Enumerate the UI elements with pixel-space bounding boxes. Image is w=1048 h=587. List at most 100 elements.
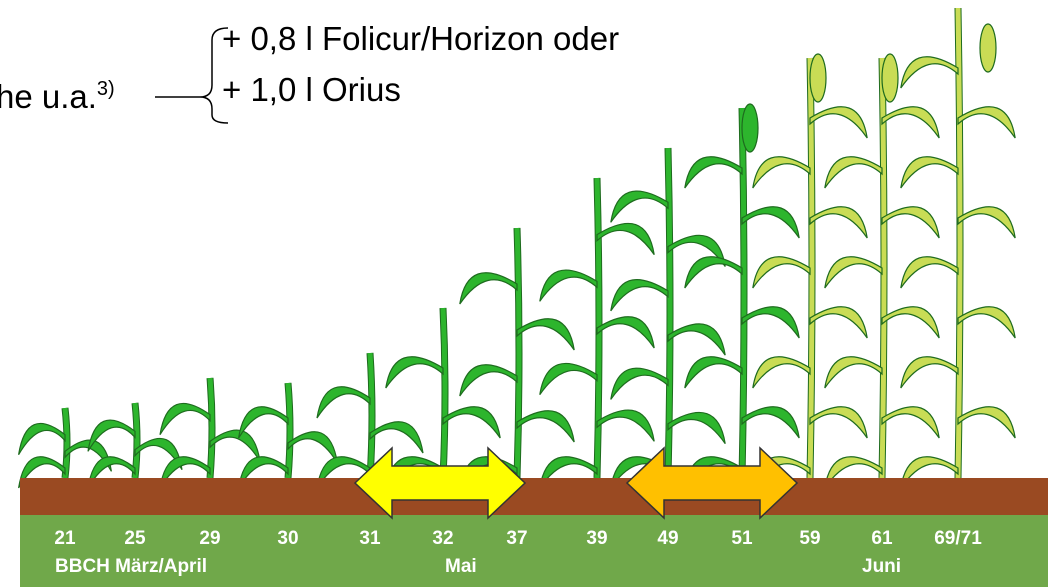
plant <box>316 352 424 493</box>
stem <box>367 352 375 479</box>
leaf <box>159 402 211 435</box>
leaf <box>209 429 261 462</box>
plant <box>385 307 501 493</box>
leaf <box>957 406 1016 439</box>
stage-label: 25 <box>124 528 146 549</box>
plants <box>18 7 1016 493</box>
stem <box>62 407 70 479</box>
stage-label: 61 <box>871 528 893 549</box>
leaf <box>900 256 959 289</box>
stage-label: 21 <box>54 528 76 549</box>
leaf <box>752 156 811 189</box>
ear <box>741 103 759 153</box>
leaf <box>667 323 726 356</box>
leaf <box>881 306 940 339</box>
stem <box>132 402 140 479</box>
leaf <box>809 206 868 239</box>
leaf <box>18 422 66 455</box>
arrow-orange <box>625 446 799 520</box>
leaf <box>741 206 800 239</box>
leaf <box>316 386 371 419</box>
stem <box>207 377 215 479</box>
stage-label: 39 <box>586 528 607 549</box>
leaf <box>824 356 883 389</box>
leaf <box>957 106 1016 139</box>
leaf <box>684 156 743 189</box>
leaf <box>596 409 655 442</box>
period-label: Mai <box>445 556 477 577</box>
stage-label: 37 <box>506 528 527 549</box>
leaf <box>442 406 501 439</box>
leaf <box>957 206 1016 239</box>
stage-label: 30 <box>277 528 298 549</box>
leaf <box>64 439 112 472</box>
leaf <box>752 256 811 289</box>
leaf <box>596 316 655 349</box>
stage-label: 59 <box>799 528 820 549</box>
leaf <box>684 356 743 389</box>
plant <box>684 103 800 493</box>
stage-label: 51 <box>731 528 753 549</box>
stem <box>285 382 293 479</box>
period-label: Juni <box>862 556 901 577</box>
leaf <box>516 410 575 443</box>
option: + 0,8 l Folicur/Horizon oder <box>222 20 619 57</box>
stage-label: 49 <box>657 528 678 549</box>
leaf <box>752 356 811 389</box>
plant <box>459 227 575 493</box>
leaf <box>684 256 743 289</box>
stage-label: 31 <box>359 528 381 549</box>
ear <box>979 23 997 73</box>
leaf <box>824 156 883 189</box>
leaf <box>539 269 598 302</box>
leaf <box>741 306 800 339</box>
ear <box>809 53 827 103</box>
soil <box>20 478 1048 515</box>
period-label: BBCH März/April <box>55 556 207 577</box>
leaf <box>287 431 338 464</box>
leaf <box>369 421 424 454</box>
ear <box>881 53 899 103</box>
stem <box>440 307 448 479</box>
leaf <box>667 411 726 445</box>
stem <box>955 7 963 479</box>
leaf <box>385 356 444 389</box>
leaf <box>900 156 959 189</box>
leaf <box>809 106 868 139</box>
stage-label: 69/71 <box>934 528 982 549</box>
leaf <box>741 406 800 439</box>
stem <box>665 147 673 479</box>
leaf <box>881 406 940 439</box>
leaf <box>809 306 868 339</box>
plant <box>539 177 655 493</box>
stage-bar <box>20 515 1048 587</box>
plant <box>824 53 940 493</box>
leaf <box>459 272 518 305</box>
leaf <box>881 206 940 239</box>
stage-label: 29 <box>199 528 220 549</box>
stem <box>514 227 522 479</box>
leaf <box>134 437 183 470</box>
leaf <box>667 234 726 267</box>
leaf <box>459 364 518 397</box>
plant <box>900 7 1016 493</box>
leaf <box>610 190 669 223</box>
stem <box>739 107 747 479</box>
leaf <box>87 419 136 452</box>
leaf <box>238 406 289 439</box>
arrow-yellow <box>353 446 527 520</box>
leaf <box>610 367 669 400</box>
stage-label: 32 <box>432 528 453 549</box>
option: + 1,0 l Orius <box>222 71 401 108</box>
leaf <box>900 56 959 89</box>
plant <box>752 53 868 493</box>
leaf <box>610 279 669 312</box>
leaf <box>809 406 868 439</box>
leaf <box>824 256 883 289</box>
note: he u.a.3) <box>0 78 115 115</box>
leaf <box>957 306 1016 339</box>
leaf <box>596 222 655 256</box>
leaf <box>881 106 940 139</box>
brace <box>155 27 229 124</box>
